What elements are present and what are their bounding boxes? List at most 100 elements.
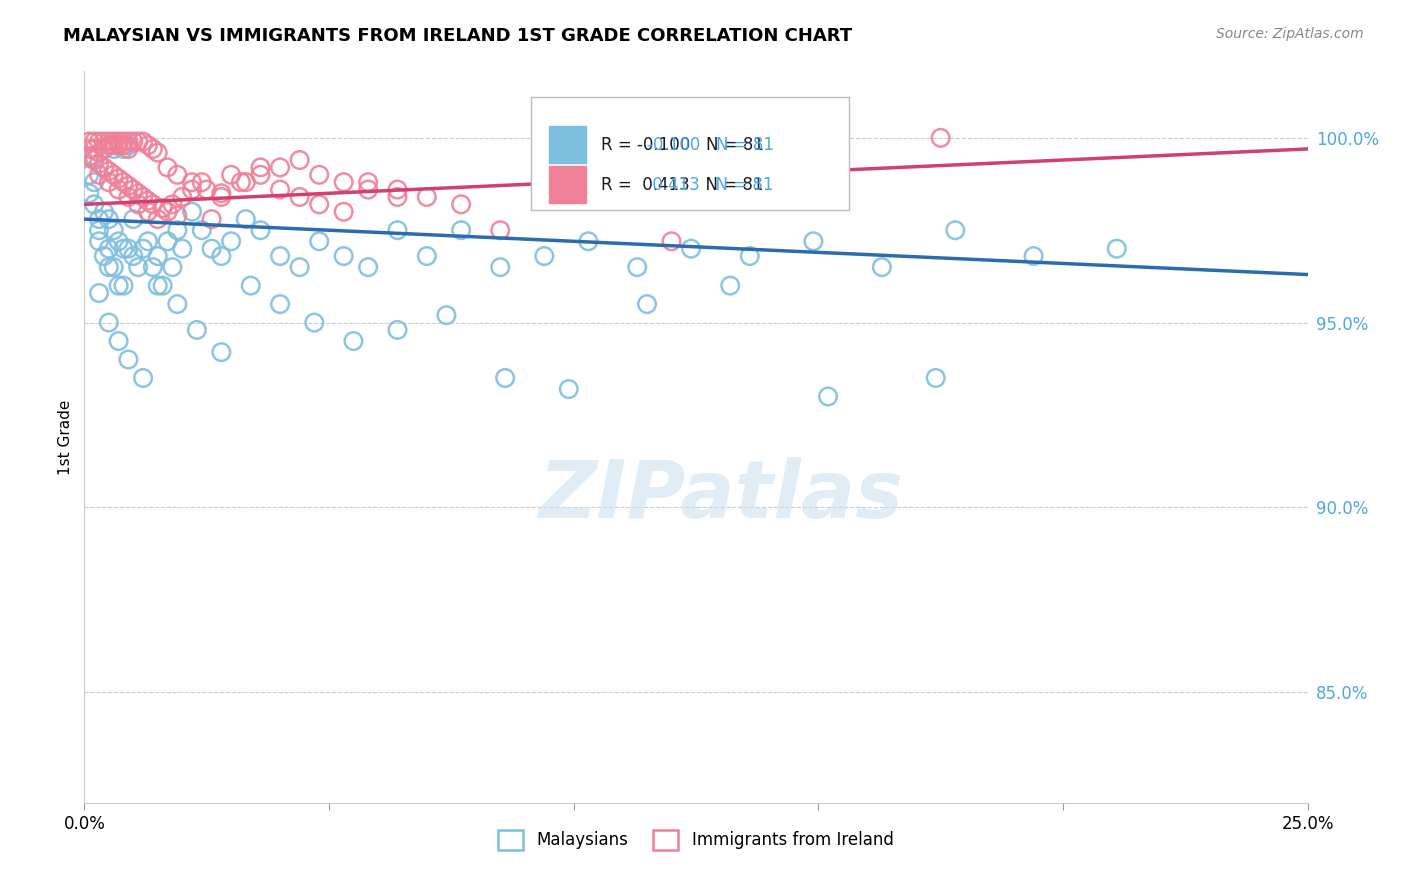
Point <box>97 212 120 227</box>
Point <box>166 168 188 182</box>
Text: Source: ZipAtlas.com: Source: ZipAtlas.com <box>1216 27 1364 41</box>
Point <box>636 297 658 311</box>
Point <box>107 135 129 149</box>
Point <box>97 135 120 149</box>
Point <box>269 161 291 175</box>
Point <box>103 260 125 274</box>
Point <box>103 142 125 156</box>
Point <box>387 323 409 337</box>
Point <box>97 260 120 274</box>
Point <box>304 316 326 330</box>
Legend: Malaysians, Immigrants from Ireland: Malaysians, Immigrants from Ireland <box>492 823 900 856</box>
Point <box>107 235 129 249</box>
Point <box>332 204 354 219</box>
Point <box>357 260 380 274</box>
Point <box>132 371 155 385</box>
Point <box>436 308 458 322</box>
Point <box>87 223 110 237</box>
Point <box>229 175 252 189</box>
Point <box>450 197 472 211</box>
Point <box>1105 242 1128 256</box>
Point <box>156 204 179 219</box>
Point <box>112 242 135 256</box>
Point <box>219 235 242 249</box>
Point <box>166 297 188 311</box>
Point <box>132 190 155 204</box>
Point <box>97 138 120 153</box>
Point <box>83 197 105 211</box>
Point <box>87 135 110 149</box>
Point <box>200 212 222 227</box>
Bar <box>550 167 586 203</box>
Point <box>209 345 232 359</box>
Point <box>93 204 115 219</box>
Point <box>152 278 174 293</box>
Point <box>117 242 139 256</box>
Point <box>136 194 159 208</box>
Point <box>93 161 115 175</box>
Point <box>112 135 135 149</box>
Point <box>1022 249 1045 263</box>
FancyBboxPatch shape <box>531 97 849 211</box>
Point <box>172 190 194 204</box>
Point <box>235 212 257 227</box>
Point <box>288 190 311 204</box>
Point <box>146 278 169 293</box>
Point <box>489 260 512 274</box>
Point <box>186 323 208 337</box>
Point <box>156 235 179 249</box>
Point <box>87 212 110 227</box>
Point <box>77 186 100 201</box>
Point <box>925 371 948 385</box>
Point <box>357 175 380 189</box>
Point <box>132 135 155 149</box>
Point <box>127 197 149 211</box>
Point <box>288 153 311 167</box>
Point <box>77 135 100 149</box>
Point <box>97 316 120 330</box>
Point <box>533 249 555 263</box>
Point <box>127 135 149 149</box>
Point <box>122 249 145 263</box>
Point <box>93 142 115 156</box>
Point <box>308 197 330 211</box>
Point <box>77 168 100 182</box>
Point <box>342 334 364 348</box>
Point <box>489 223 512 237</box>
Point <box>87 168 110 182</box>
Point <box>162 197 184 211</box>
Point <box>107 278 129 293</box>
Point <box>107 334 129 348</box>
Point <box>269 297 291 311</box>
Point <box>146 212 169 227</box>
Point <box>661 235 683 249</box>
Point <box>191 175 214 189</box>
Point <box>87 145 110 160</box>
Point <box>142 142 165 156</box>
Point <box>181 175 204 189</box>
Point <box>103 168 125 182</box>
Point <box>181 183 204 197</box>
Point <box>308 235 330 249</box>
Point <box>191 223 214 237</box>
Point <box>249 161 271 175</box>
Text: ZIPatlas: ZIPatlas <box>538 457 903 534</box>
Point <box>87 157 110 171</box>
Point <box>146 145 169 160</box>
Point <box>112 175 135 189</box>
Point <box>416 190 439 204</box>
Point <box>103 138 125 153</box>
Point <box>107 138 129 153</box>
Point <box>166 223 188 237</box>
Point <box>387 183 409 197</box>
Point <box>83 135 105 149</box>
Point <box>112 278 135 293</box>
Point <box>162 260 184 274</box>
Point <box>416 249 439 263</box>
Point <box>200 242 222 256</box>
Point <box>127 186 149 201</box>
Text: -0.100   N = 81: -0.100 N = 81 <box>647 136 775 153</box>
Point <box>136 138 159 153</box>
Point <box>107 183 129 197</box>
Point <box>103 223 125 237</box>
